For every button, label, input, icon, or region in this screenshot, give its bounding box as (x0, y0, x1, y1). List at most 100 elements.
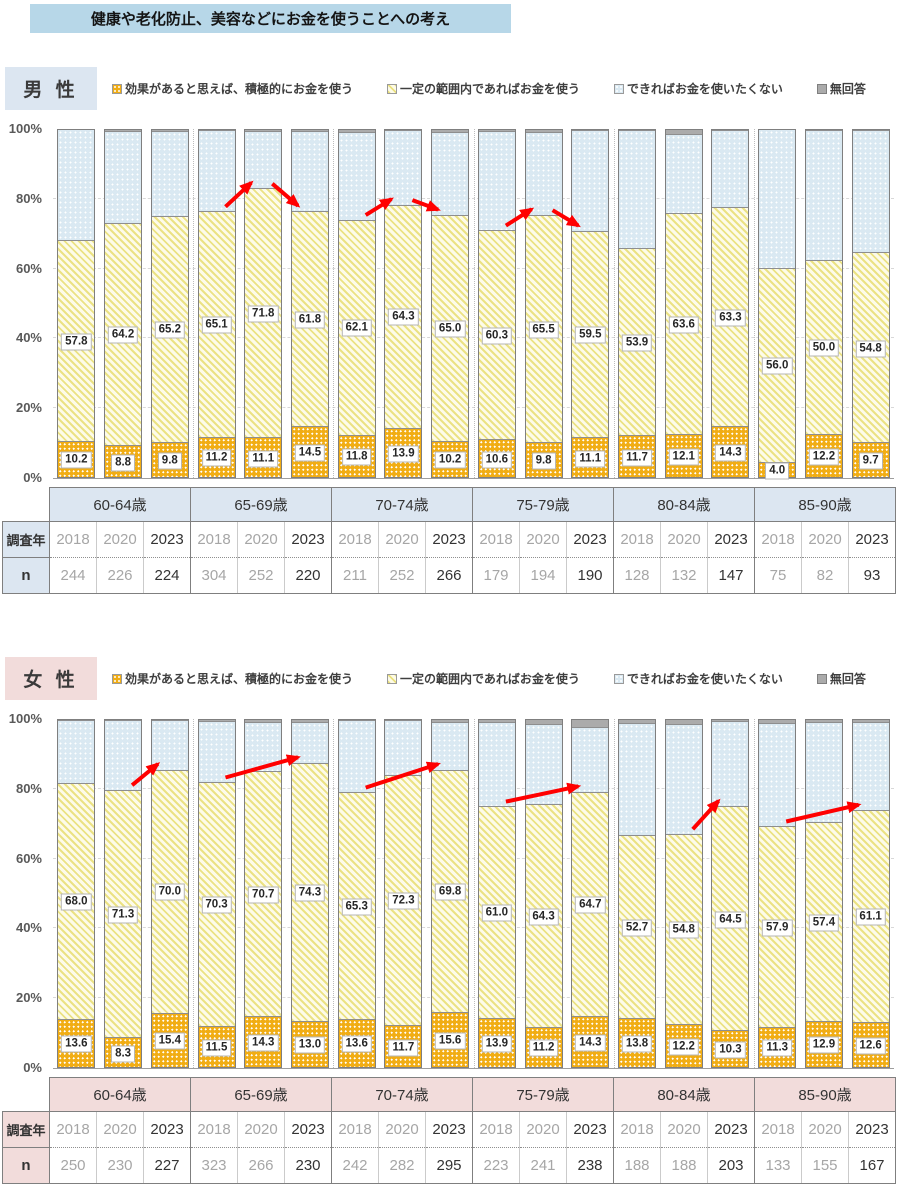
stacked-bar-body (711, 129, 750, 478)
sample-size-cell: 244 (49, 557, 97, 594)
sample-size-cell: 188 (660, 1147, 708, 1184)
yellow-hatch-swatch-icon (387, 83, 398, 94)
stacked-bar (287, 129, 334, 478)
segment-noanswer (245, 720, 282, 723)
sample-size-label: n (2, 557, 50, 594)
bar-value-label: 70.3 (201, 896, 232, 914)
segment-reluctant (385, 721, 422, 776)
yellow-hatch-swatch-icon (387, 673, 398, 684)
segment-noanswer (805, 720, 842, 724)
segment-reluctant (805, 723, 842, 824)
stacked-bar-body (524, 719, 563, 1068)
stacked-bar-body (477, 129, 516, 478)
segment-noanswer (105, 720, 142, 722)
stacked-bar (707, 129, 754, 478)
age-group-header: 65-69歳 (190, 1077, 332, 1112)
survey-year-cell: 2020 (237, 521, 285, 558)
survey-year-cell: 2018 (472, 1111, 520, 1148)
bar-value-label: 63.3 (715, 309, 746, 327)
stacked-bar-body (618, 129, 657, 478)
y-axis-label: 100% (8, 711, 42, 726)
bar-value-label: 11.5 (201, 1039, 232, 1057)
stacked-bar-body (571, 719, 610, 1068)
blue-dot-swatch-icon (613, 83, 624, 94)
legend-item-range: 一定の範囲内であればお金を使う (387, 670, 580, 687)
bar-value-label: 65.2 (154, 321, 185, 339)
bar-value-label: 11.7 (622, 449, 652, 467)
segment-reluctant (665, 135, 702, 215)
segment-noanswer (619, 720, 656, 724)
bar-value-label: 64.5 (715, 911, 746, 928)
segment-reluctant (525, 133, 562, 216)
bar-value-label: 65.3 (341, 898, 372, 916)
y-axis-label: 20% (15, 400, 42, 416)
segment-reluctant (291, 132, 328, 213)
stacked-bar-body (758, 719, 797, 1068)
y-axis-label: 0% (23, 470, 42, 485)
age-group-header: 60-64歳 (49, 487, 191, 522)
survey-year-cell: 2020 (378, 1111, 426, 1148)
bar-value-label: 11.2 (201, 449, 232, 467)
age-group-header: 60-64歳 (49, 1077, 191, 1112)
segment-noanswer (151, 720, 188, 722)
table-corner-blank (3, 1078, 50, 1112)
age-group-header: 80-84歳 (613, 487, 755, 522)
sample-size-cell: 220 (284, 557, 332, 594)
bar-value-label: 64.2 (107, 326, 139, 344)
stacked-bar-body (337, 719, 376, 1068)
stacked-bar (567, 719, 614, 1068)
stacked-bar (520, 129, 567, 478)
segment-reluctant (665, 724, 702, 835)
bar-value-label: 15.6 (434, 1032, 466, 1050)
segment-noanswer (572, 130, 609, 132)
legend-label: できればお金を使いたくない (626, 82, 783, 96)
group-separator (193, 719, 195, 1068)
sample-size-cell: 132 (660, 557, 708, 594)
segment-noanswer (478, 720, 515, 724)
sample-size-cell: 133 (754, 1147, 802, 1184)
y-axis-label: 80% (15, 190, 42, 206)
bar-value-label: 61.0 (481, 904, 513, 922)
stacked-bar (333, 719, 380, 1068)
sample-size-cell: 203 (707, 1147, 755, 1184)
sample-size-cell: 188 (613, 1147, 661, 1184)
gold-dot-swatch-icon (112, 673, 122, 684)
female-plot: 13.6 68.0 8.3 71.3 15.4 70.0 11.5 70.3 14.3 70.7 1… (53, 719, 894, 1069)
segment-reluctant (619, 131, 656, 250)
sample-size-cell: 211 (331, 557, 379, 594)
sample-size-cell: 241 (519, 1147, 567, 1184)
survey-year-cell: 2020 (378, 521, 426, 558)
bar-value-label: 54.8 (668, 921, 699, 939)
bar-value-label: 56.0 (761, 357, 793, 375)
y-axis-male: 0% 20% 40% 60% 80% 100% (0, 121, 46, 485)
female-label: 女 性 (5, 657, 97, 700)
bar-value-label: 12.2 (668, 1038, 699, 1056)
stacked-bar-body (337, 129, 376, 478)
bar-value-label: 61.8 (294, 311, 326, 329)
segment-noanswer (572, 720, 609, 729)
bar-value-label: 4.0 (765, 462, 790, 480)
stacked-bar (614, 129, 661, 478)
stacked-bar-body (290, 129, 329, 478)
bar-value-label: 12.1 (668, 448, 699, 466)
segment-noanswer (525, 720, 562, 726)
bar-value-label: 10.6 (481, 451, 513, 468)
segment-noanswer (291, 720, 328, 724)
group-separator (753, 129, 755, 478)
male-label: 男 性 (5, 67, 97, 110)
bar-value-label: 62.1 (341, 319, 372, 337)
segment-noanswer (712, 720, 749, 722)
survey-year-cell: 2020 (96, 521, 144, 558)
bar-value-label: 11.7 (388, 1039, 419, 1057)
gray-swatch-icon (816, 673, 827, 684)
survey-year-cell: 2023 (566, 521, 614, 558)
sample-size-cell: 75 (754, 557, 802, 594)
stacked-bar-body (618, 719, 657, 1068)
bar-value-label: 71.3 (107, 906, 139, 924)
survey-year-cell: 2023 (143, 521, 191, 558)
survey-year-cell: 2018 (49, 1111, 97, 1148)
legend-item-range: 一定の範囲内であればお金を使う (387, 80, 580, 97)
group-separator (193, 129, 195, 478)
stacked-bar (53, 129, 100, 478)
bar-value-label: 13.0 (294, 1036, 326, 1054)
